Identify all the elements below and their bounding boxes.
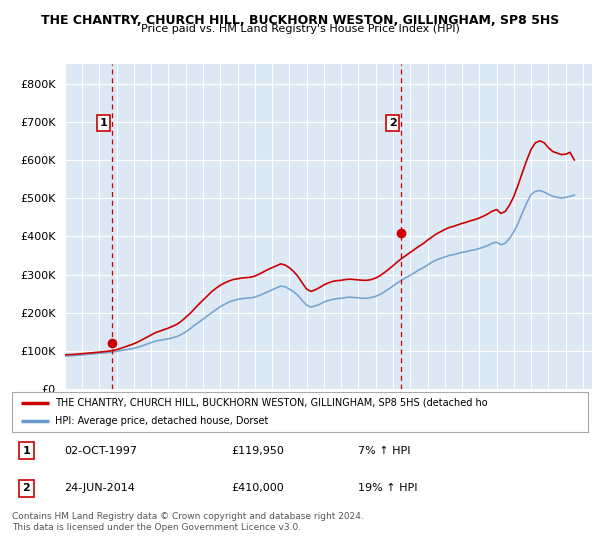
- Text: Price paid vs. HM Land Registry's House Price Index (HPI): Price paid vs. HM Land Registry's House …: [140, 24, 460, 34]
- Text: THE CHANTRY, CHURCH HILL, BUCKHORN WESTON, GILLINGHAM, SP8 5HS: THE CHANTRY, CHURCH HILL, BUCKHORN WESTO…: [41, 14, 559, 27]
- Text: 2: 2: [23, 483, 30, 493]
- Text: Contains HM Land Registry data © Crown copyright and database right 2024.
This d: Contains HM Land Registry data © Crown c…: [12, 512, 364, 532]
- Text: THE CHANTRY, CHURCH HILL, BUCKHORN WESTON, GILLINGHAM, SP8 5HS (detached ho: THE CHANTRY, CHURCH HILL, BUCKHORN WESTO…: [55, 398, 488, 408]
- Text: 24-JUN-2014: 24-JUN-2014: [64, 483, 135, 493]
- Text: 2: 2: [389, 118, 397, 128]
- Text: £410,000: £410,000: [231, 483, 284, 493]
- Text: £119,950: £119,950: [231, 446, 284, 456]
- Text: 7% ↑ HPI: 7% ↑ HPI: [358, 446, 410, 456]
- Text: 1: 1: [100, 118, 107, 128]
- Text: 1: 1: [23, 446, 30, 456]
- Text: HPI: Average price, detached house, Dorset: HPI: Average price, detached house, Dors…: [55, 417, 269, 426]
- Text: 02-OCT-1997: 02-OCT-1997: [64, 446, 137, 456]
- Text: 19% ↑ HPI: 19% ↑ HPI: [358, 483, 417, 493]
